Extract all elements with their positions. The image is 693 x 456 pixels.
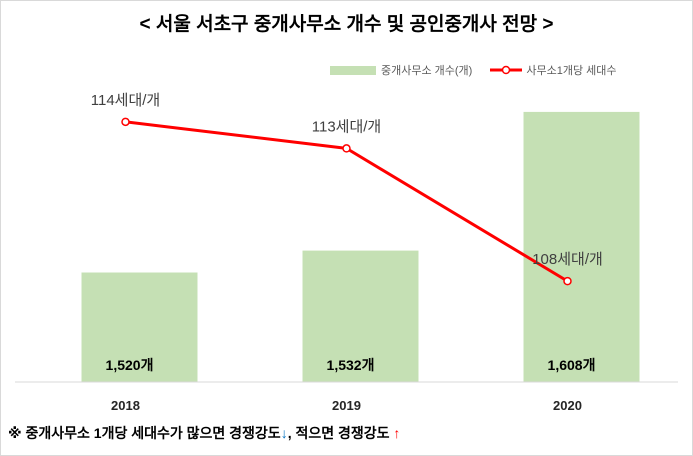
legend-label-households-per-office: 사무소1개당 세대수 xyxy=(526,65,617,77)
x-tick-label-2019: 2019 xyxy=(332,398,361,413)
line-label-2018: 114세대/개 xyxy=(91,92,160,109)
arrow-up-icon: ↑ xyxy=(393,425,401,441)
bar-2018 xyxy=(81,272,198,382)
line-point-2018 xyxy=(121,117,130,127)
bar-label-2018: 1,520개 xyxy=(106,357,154,373)
data-labels: 1,520개 1,532개 1,608개 114세대/개 113세대/개 108세대/개 xyxy=(91,92,603,373)
bar-series xyxy=(81,111,640,383)
bar-2019 xyxy=(302,250,419,382)
legend-item-households-per-office: 사무소1개당 세대수 xyxy=(490,62,616,78)
line-label-2020: 108세대/개 xyxy=(532,251,603,268)
x-tick-label-2020: 2020 xyxy=(553,398,582,413)
x-tick-label-2018: 2018 xyxy=(111,398,140,413)
footnote-text-1: ※ 중개사무소 1개당 세대수가 많으면 경쟁강도 xyxy=(8,425,281,441)
footnote: ※ 중개사무소 1개당 세대수가 많으면 경쟁강도↓, 적으면 경쟁강도 ↑ xyxy=(8,423,400,443)
legend-line-marker xyxy=(502,65,511,75)
legend-swatch-bar xyxy=(330,65,376,75)
line-series xyxy=(121,117,572,286)
footnote-text-2: , 적으면 경쟁강도 xyxy=(287,425,394,441)
bar-label-2019: 1,532개 xyxy=(327,357,375,373)
chart-title: < 서울 서초구 중개사무소 개수 및 공인중개사 전망 > xyxy=(139,14,554,35)
line-point-2019 xyxy=(342,144,351,153)
bar-2020 xyxy=(523,111,640,383)
line-point-2020 xyxy=(563,276,572,286)
x-axis-tick-labels: 2018 2019 2020 xyxy=(111,398,582,413)
legend-label-office-count: 중개사무소 개수(개) xyxy=(381,65,473,77)
legend: 중개사무소 개수(개) 사무소1개당 세대수 xyxy=(330,63,616,77)
line-label-2019: 113세대/개 xyxy=(312,118,381,135)
legend-swatch-line xyxy=(490,65,523,75)
arrow-down-icon: ↓ xyxy=(280,425,288,441)
bar-label-2020: 1,608개 xyxy=(548,357,596,373)
legend-item-office-count: 중개사무소 개수(개) xyxy=(330,62,472,78)
